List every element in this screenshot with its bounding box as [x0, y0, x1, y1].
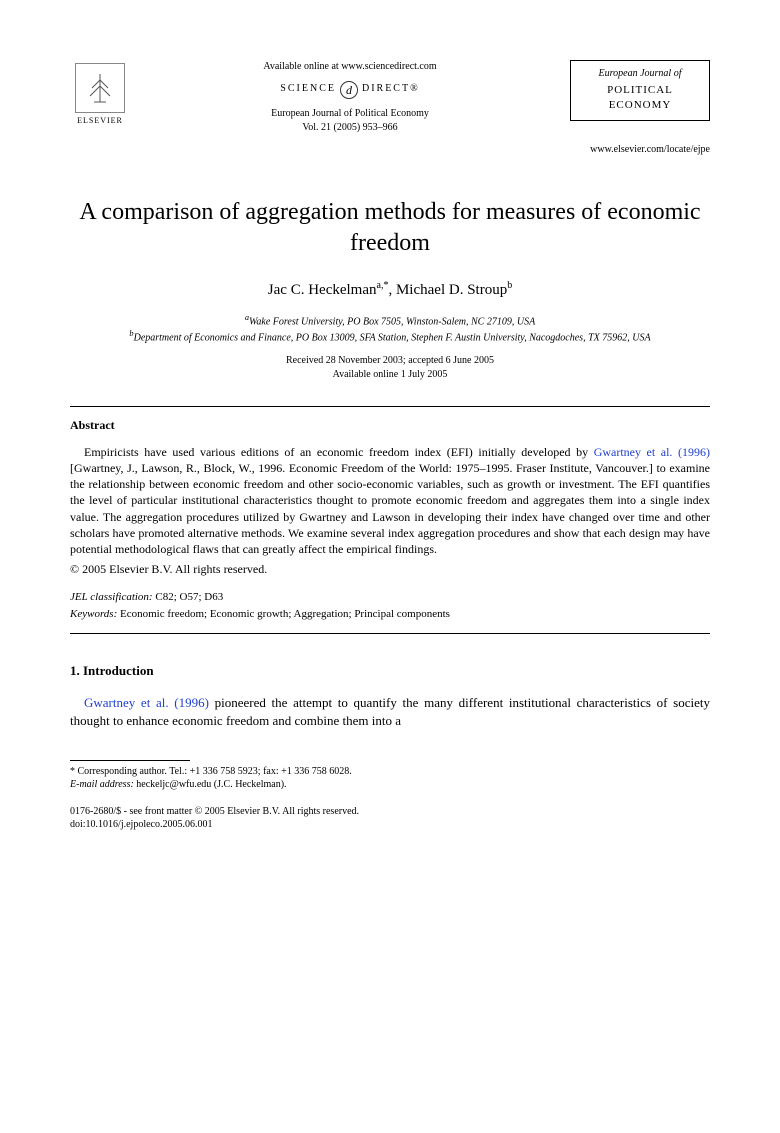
- jel-label: JEL classification:: [70, 591, 153, 603]
- rule-bottom: [70, 633, 710, 634]
- affil-a-text: Wake Forest University, PO Box 7505, Win…: [249, 317, 535, 328]
- intro-citation-link[interactable]: Gwartney et al. (1996): [84, 695, 209, 710]
- affil-b-text: Department of Economics and Finance, PO …: [134, 332, 651, 343]
- affiliation-a: aWake Forest University, PO Box 7505, Wi…: [70, 313, 710, 328]
- science-label: SCIENCE: [280, 82, 336, 96]
- abstract-body: Empiricists have used various editions o…: [70, 444, 710, 557]
- sciencedirect-swirl-icon: d: [340, 81, 358, 99]
- abstract-rest: [Gwartney, J., Lawson, R., Block, W., 19…: [70, 461, 710, 556]
- article-title: A comparison of aggregation methods for …: [70, 197, 710, 259]
- header-row: ELSEVIER Available online at www.science…: [70, 60, 710, 135]
- rule-top: [70, 406, 710, 407]
- journal-box-top: European Journal of: [575, 67, 705, 81]
- journal-name: European Journal of Political Economy: [150, 107, 550, 121]
- footnote-rule: [70, 760, 190, 761]
- copyright-line: © 2005 Elsevier B.V. All rights reserved…: [70, 561, 710, 578]
- jel-codes: C82; O57; D63: [153, 591, 224, 603]
- author-2-affil-sup: b: [507, 280, 512, 291]
- keywords-list: Economic freedom; Economic growth; Aggre…: [117, 608, 450, 620]
- tree-icon: [80, 68, 120, 108]
- journal-cover-box: European Journal of POLITICAL ECONOMY: [570, 60, 710, 121]
- abstract-lead: Empiricists have used various editions o…: [84, 445, 594, 459]
- author-sep: ,: [388, 282, 396, 298]
- email-value: heckeljc@wfu.edu (J.C. Heckelman).: [134, 779, 287, 790]
- center-header: Available online at www.sciencedirect.co…: [130, 60, 570, 135]
- article-dates: Received 28 November 2003; accepted 6 Ju…: [70, 354, 710, 382]
- email-label: E-mail address:: [70, 779, 134, 790]
- journal-box-bot: ECONOMY: [575, 98, 705, 113]
- available-online-text: Available online at www.sciencedirect.co…: [150, 60, 550, 74]
- online-date: Available online 1 July 2005: [70, 368, 710, 382]
- publisher-name: ELSEVIER: [77, 115, 123, 126]
- received-date: Received 28 November 2003; accepted 6 Ju…: [70, 354, 710, 368]
- doi-line: doi:10.1016/j.ejpoleco.2005.06.001: [70, 818, 710, 831]
- keywords-label: Keywords:: [70, 608, 117, 620]
- sciencedirect-logo: SCIENCE d DIRECT®: [280, 81, 419, 99]
- authors-line: Jac C. Heckelmana,*, Michael D. Stroupb: [70, 279, 710, 301]
- abstract-citation-link[interactable]: Gwartney et al. (1996): [594, 445, 710, 459]
- journal-box-mid: POLITICAL: [575, 83, 705, 98]
- section-1-para: Gwartney et al. (1996) pioneered the att…: [70, 694, 710, 730]
- corresponding-author-footnote: * Corresponding author. Tel.: +1 336 758…: [70, 765, 710, 791]
- email-line: E-mail address: heckeljc@wfu.edu (J.C. H…: [70, 778, 710, 791]
- publisher-logo: ELSEVIER: [70, 60, 130, 130]
- section-1-heading: 1. Introduction: [70, 662, 710, 680]
- footer-meta: 0176-2680/$ - see front matter © 2005 El…: [70, 805, 710, 831]
- affiliation-b: bDepartment of Economics and Finance, PO…: [70, 329, 710, 344]
- author-1-affil-sup: a,*: [377, 280, 389, 291]
- author-2: Michael D. Stroup: [396, 282, 507, 298]
- locate-url[interactable]: www.elsevier.com/locate/ejpe: [70, 143, 710, 157]
- issn-line: 0176-2680/$ - see front matter © 2005 El…: [70, 805, 710, 818]
- author-1: Jac C. Heckelman: [268, 282, 377, 298]
- abstract-heading: Abstract: [70, 417, 710, 434]
- volume-line: Vol. 21 (2005) 953–966: [150, 121, 550, 135]
- direct-label: DIRECT®: [362, 82, 420, 96]
- keywords-line: Keywords: Economic freedom; Economic gro…: [70, 607, 710, 622]
- corr-author-line: * Corresponding author. Tel.: +1 336 758…: [70, 765, 710, 778]
- elsevier-tree-icon: [75, 63, 125, 113]
- jel-line: JEL classification: C82; O57; D63: [70, 590, 710, 605]
